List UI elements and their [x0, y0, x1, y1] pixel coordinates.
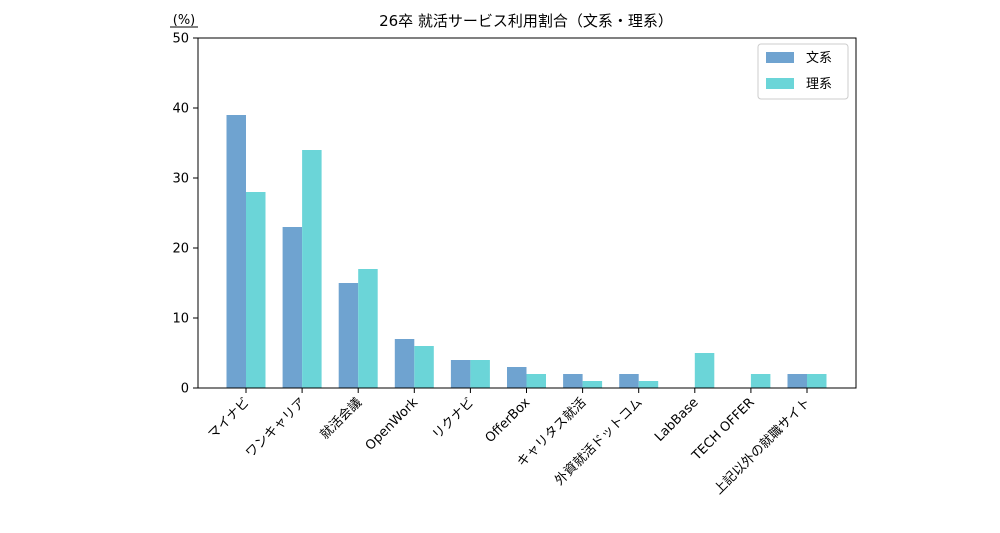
- y-unit-label: (%): [173, 13, 196, 28]
- bar-bunkei-5: [507, 367, 527, 388]
- x-tick-label: ワンキャリア: [243, 395, 309, 461]
- bar-rikei-9: [750, 374, 771, 388]
- bar-rikei-8: [694, 353, 715, 388]
- bar-bunkei-2: [338, 283, 359, 388]
- chart-title: 26卒 就活サービス利用割合（文系・理系）: [379, 12, 673, 30]
- bar-rikei-6: [582, 381, 603, 388]
- bar-rikei-10: [807, 374, 827, 388]
- x-tick-label: 就活会議: [318, 395, 365, 442]
- bar-rikei-1: [302, 150, 322, 388]
- legend-swatch-rikei: [766, 78, 794, 89]
- bar-rikei-7: [638, 381, 659, 388]
- bar-rikei-5: [526, 374, 546, 388]
- legend-swatch-bunkei: [766, 52, 794, 63]
- legend: 文系 理系: [757, 43, 849, 100]
- x-tick-label: OpenWork: [363, 395, 422, 454]
- y-tick-label: 20: [172, 242, 189, 257]
- bar-bunkei-3: [394, 339, 415, 388]
- bars-group: [226, 115, 827, 388]
- y-tick-label: 40: [172, 102, 189, 117]
- bar-rikei-0: [246, 192, 266, 388]
- bar-rikei-2: [358, 269, 378, 388]
- bar-bunkei-1: [282, 227, 303, 388]
- x-tick-label: 上記以外の就職サイト: [711, 395, 814, 498]
- y-axis: 0 10 20 30 40 50: [172, 32, 198, 397]
- bar-bunkei-10: [787, 374, 807, 388]
- y-tick-label: 10: [172, 312, 189, 327]
- y-tick-label: 50: [172, 32, 189, 47]
- x-tick-label: マイナビ: [206, 395, 253, 442]
- y-tick-label: 0: [181, 382, 189, 397]
- bar-bunkei-4: [450, 360, 471, 388]
- bar-rikei-4: [470, 360, 490, 388]
- y-tick-label: 30: [172, 172, 189, 187]
- x-tick-label: リクナビ: [430, 395, 477, 442]
- legend-label-rikei: 理系: [806, 77, 832, 92]
- legend-label-bunkei: 文系: [806, 51, 832, 66]
- bar-bunkei-7: [619, 374, 639, 388]
- bar-bunkei-6: [563, 374, 583, 388]
- plot-frame: [197, 37, 857, 389]
- bar-rikei-3: [414, 346, 434, 388]
- bar-bunkei-0: [226, 115, 246, 388]
- x-tick-label: LabBase: [652, 395, 702, 445]
- x-tick-label: OfferBox: [483, 395, 534, 446]
